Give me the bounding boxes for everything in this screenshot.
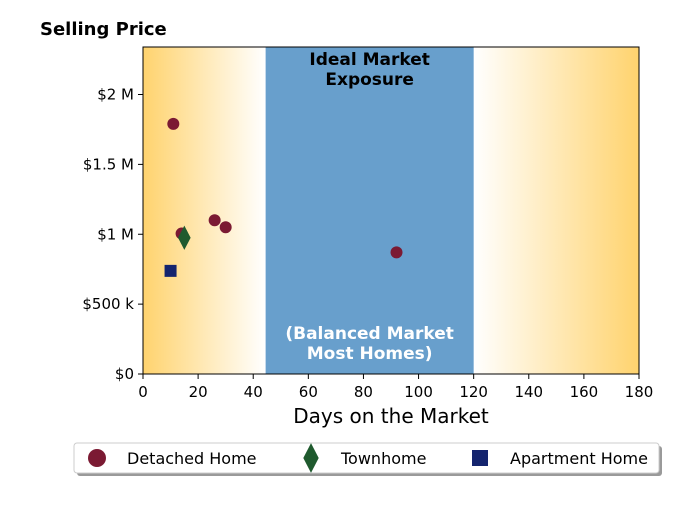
x-tick-label: 0 <box>138 383 148 401</box>
axes: 0 20 40 60 80 100 120 140 160 180 $0 $500 k $1 M $1.5… <box>82 46 654 401</box>
band-label-bottom-line: Most Homes) <box>307 344 433 364</box>
legend-marker-square <box>472 450 488 466</box>
data-point-circle <box>167 117 180 130</box>
band-label-top-line: Exposure <box>325 70 414 90</box>
x-tick-label: 100 <box>404 383 433 401</box>
data-point-circle <box>219 221 232 234</box>
legend: Detached Home Townhome Apartment Home <box>73 442 662 476</box>
y-tick-label: $2 M <box>97 86 134 104</box>
data-point-circle <box>390 246 403 259</box>
data-point-circle <box>208 214 221 227</box>
x-tick-label: 40 <box>244 383 263 401</box>
y-tick-label: $0 <box>115 365 134 383</box>
x-tick-label: 80 <box>354 383 373 401</box>
plot-frame <box>142 46 640 375</box>
x-tick-label: 160 <box>570 383 599 401</box>
chart-title: Selling Price <box>40 19 167 40</box>
legend-marker-diamond <box>303 443 319 473</box>
x-tick-label: 60 <box>299 383 318 401</box>
y-tick-label: $1 M <box>97 225 134 243</box>
data-points <box>164 117 403 277</box>
left-gradient-region <box>143 47 266 374</box>
band-label-top-line: Ideal Market <box>309 50 430 70</box>
x-axis-label: Days on the Market <box>293 404 489 428</box>
data-point-square <box>164 264 177 277</box>
band-label-bottom-line: (Balanced Market <box>285 324 454 344</box>
y-tick-label: $1.5 M <box>83 155 134 173</box>
ideal-exposure-band <box>265 47 474 374</box>
x-tick-label: 20 <box>189 383 208 401</box>
x-tick-label: 180 <box>625 383 654 401</box>
y-tick-label: $500 k <box>82 295 134 313</box>
right-gradient-region <box>473 47 639 374</box>
x-tick-label: 140 <box>514 383 543 401</box>
x-tick-label: 120 <box>459 383 488 401</box>
legend-frame <box>73 442 660 474</box>
legend-label: Apartment Home <box>510 449 648 468</box>
data-point-diamond <box>178 225 191 250</box>
legend-label: Detached Home <box>127 449 257 468</box>
plot-background <box>143 47 639 374</box>
legend-marker-circle <box>88 449 106 467</box>
legend-label: Townhome <box>340 449 426 468</box>
